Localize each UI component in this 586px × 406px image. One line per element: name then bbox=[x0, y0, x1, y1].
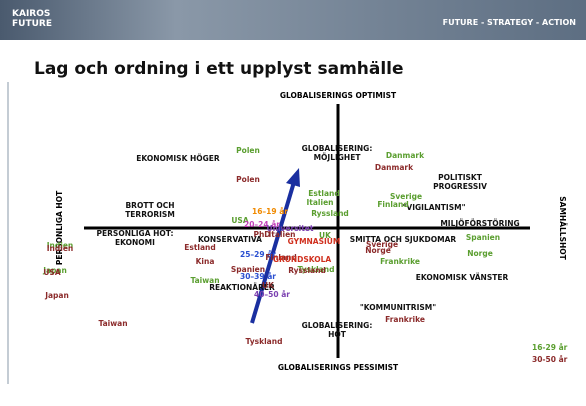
axis-label: SAMHÄLLSHOT bbox=[558, 196, 567, 260]
concept-label: EKONOMISK VÄNSTER bbox=[416, 273, 509, 282]
data-label: USA bbox=[231, 216, 248, 225]
legend-entry: 16-29 år bbox=[532, 343, 568, 352]
concept-label: EKONOMI bbox=[115, 238, 155, 247]
arrow-head bbox=[286, 168, 300, 187]
axis-label: PERSONLIGA HOT bbox=[55, 190, 64, 265]
data-label: Sverige bbox=[366, 240, 398, 249]
data-label: Indien bbox=[47, 244, 74, 253]
data-label: Estland bbox=[184, 243, 216, 252]
data-label: Frankrike bbox=[380, 257, 420, 266]
concept-label: PERSONLIGA HOT: bbox=[97, 229, 174, 238]
data-label: Spanien bbox=[466, 233, 500, 242]
legend-entry: 30-50 år bbox=[532, 355, 568, 364]
data-label: Taiwan bbox=[98, 319, 127, 328]
concept-label: BROTT OCH bbox=[125, 201, 174, 210]
data-label: Tyskland bbox=[246, 337, 283, 346]
concept-label: SMITTA OCH SJUKDOMAR bbox=[350, 235, 457, 244]
data-label: Italien bbox=[268, 230, 295, 239]
data-label: Japan bbox=[42, 266, 67, 275]
concept-label: "KOMMUNITRISM" bbox=[360, 303, 436, 312]
data-label: Kina bbox=[196, 257, 215, 266]
concept-label: KONSERVATIVA bbox=[198, 235, 262, 244]
data-label: Frankrike bbox=[385, 315, 425, 324]
concept-label: PROGRESSIV bbox=[433, 182, 487, 191]
logo: KAIROS bbox=[12, 9, 50, 19]
data-label: PhD bbox=[253, 230, 270, 239]
data-label: Polen bbox=[236, 146, 260, 155]
concept-label: REAKTIONÄRER bbox=[209, 283, 275, 292]
data-label: 20–24 år bbox=[244, 220, 280, 229]
data-label: Taiwan bbox=[190, 276, 219, 285]
concept-label: EKONOMISK HÖGER bbox=[136, 154, 220, 163]
data-label: USA bbox=[43, 268, 60, 277]
title: Lag och ordning i ett upplyst samhälle bbox=[34, 59, 404, 79]
concept-label: POLITISKT bbox=[438, 173, 483, 182]
data-label: Norge bbox=[467, 249, 493, 258]
concept-label: TERRORISM bbox=[125, 210, 175, 219]
data-label: Japan bbox=[44, 291, 69, 300]
data-label: Indien bbox=[47, 241, 74, 250]
concept-label: "VIGILANTISM" bbox=[403, 203, 466, 212]
arrow bbox=[250, 181, 296, 324]
data-label: Italien bbox=[306, 198, 333, 207]
concept-label: MÖJLIGHET bbox=[314, 153, 362, 162]
tagline: FUTURE - STRATEGY - ACTION bbox=[443, 18, 576, 27]
data-label: Tyskland bbox=[298, 265, 335, 274]
concept-label: HOT bbox=[328, 330, 347, 339]
data-label: Finland bbox=[377, 200, 408, 209]
data-label: Ryssland bbox=[311, 209, 349, 218]
data-label: UK bbox=[262, 281, 275, 290]
data-label: UK bbox=[319, 231, 332, 240]
data-label: 40–50 år bbox=[254, 290, 290, 299]
data-label: Norge bbox=[365, 246, 391, 255]
data-label: Sverige bbox=[390, 192, 422, 201]
concept-label: GLOBALISERING: bbox=[302, 321, 373, 330]
data-label: GRUNDSKOLA bbox=[273, 255, 332, 264]
header-band bbox=[0, 0, 586, 40]
data-label: GYMNASIUM bbox=[288, 237, 341, 246]
data-label: Danmark bbox=[375, 163, 414, 172]
logo: FUTURE bbox=[12, 19, 52, 29]
data-label: 16–19 år bbox=[252, 207, 288, 216]
axis-label: GLOBALISERINGS OPTIMIST bbox=[280, 91, 397, 100]
data-label: Finland bbox=[265, 253, 296, 262]
concept-label: MILJÖFÖRSTÖRING bbox=[440, 219, 519, 228]
data-label: Universitet bbox=[267, 224, 314, 233]
data-label: Spanien bbox=[231, 265, 265, 274]
data-label: Ryssland bbox=[288, 266, 326, 275]
data-label: 30–39 år bbox=[240, 272, 276, 281]
data-label: Danmark bbox=[386, 151, 425, 160]
data-label: Polen bbox=[236, 175, 260, 184]
data-label: Estland bbox=[308, 189, 340, 198]
axis-label: GLOBALISERINGS PESSIMIST bbox=[278, 363, 399, 372]
concept-label: GLOBALISERING: bbox=[302, 144, 373, 153]
data-label: 25–29 år bbox=[240, 250, 276, 259]
